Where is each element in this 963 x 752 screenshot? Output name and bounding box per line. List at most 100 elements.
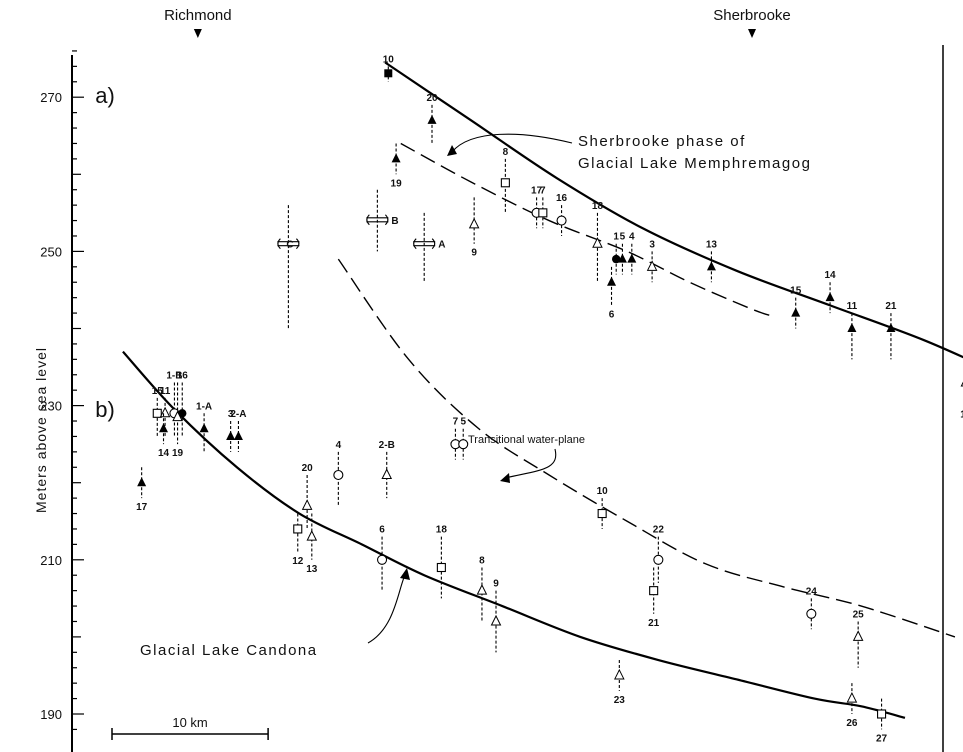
water-plane-curve: [122, 350, 906, 719]
data-point: 5: [458, 417, 469, 460]
point-label: 17: [136, 502, 148, 513]
town-label: Richmond: [164, 7, 232, 24]
point-label: 4: [629, 232, 635, 243]
dashed-water-plane-curve: [400, 142, 776, 318]
annotation-arrow: [504, 448, 557, 479]
point-label: 16: [177, 370, 189, 381]
data-point: 20: [301, 463, 313, 529]
point-label: 15: [152, 386, 164, 397]
data-point: 4: [627, 232, 637, 275]
point-label: 21: [885, 301, 897, 312]
point-label: 7: [540, 185, 546, 196]
annotation-arrow: [367, 574, 406, 644]
data-point: 15: [152, 386, 164, 437]
open-square-marker: [293, 524, 303, 534]
bracket-marker: [431, 238, 436, 250]
filled-circle-marker: [178, 409, 187, 418]
point-label: 18: [436, 525, 448, 536]
open-triangle-marker: [614, 668, 625, 680]
annotation-lake-candona: Glacial Lake Candona: [140, 642, 318, 659]
scale-bar-label: 10 km: [172, 715, 207, 730]
point-label: 17: [531, 185, 543, 196]
filled-triangle-marker: [791, 307, 801, 317]
data-point: 7: [450, 417, 461, 460]
town-marker-arrow: [193, 29, 202, 38]
point-label: 13: [706, 239, 718, 250]
point-label: 12: [292, 556, 304, 567]
data-point: 25: [852, 609, 865, 668]
data-points: 1020198BAC917716181543613151411211221511…: [136, 54, 963, 744]
open-triangle-marker: [852, 630, 864, 641]
point-label: A: [438, 240, 445, 251]
point-label: 1-A: [196, 401, 212, 412]
y-axis-title: Meters above sea level: [33, 347, 49, 513]
data-point: 16: [556, 193, 568, 236]
data-point: 6: [377, 525, 388, 591]
data-point: 4: [333, 440, 344, 506]
point-label: 26: [846, 718, 858, 729]
point-label: 3: [649, 239, 655, 250]
point-label: 16: [556, 193, 568, 204]
data-point: 3: [226, 409, 236, 452]
data-point: 17: [136, 467, 148, 513]
point-label: 11: [160, 386, 171, 397]
open-triangle-marker: [159, 406, 171, 418]
point-label: 3: [228, 409, 234, 420]
plot-frame: [71, 29, 944, 752]
data-point: 20: [426, 93, 438, 144]
data-point: 13: [306, 513, 318, 575]
data-point: 18: [592, 201, 603, 283]
bracket-marker: [413, 238, 417, 250]
data-point: 8: [476, 556, 488, 622]
data-point: 19: [172, 382, 184, 459]
dashed-water-plane-curve: [337, 258, 956, 638]
point-label: C: [286, 240, 293, 251]
data-point: 2-A: [230, 409, 247, 452]
data-point: 10: [383, 54, 395, 82]
data-point: 3: [646, 239, 658, 283]
annotation-sherbrooke-phase: Sherbrooke phase of: [578, 133, 746, 150]
open-square-marker: [877, 709, 887, 719]
data-point: 21: [885, 301, 897, 360]
bracket-marker: [384, 214, 389, 226]
point-label: 9: [493, 579, 499, 590]
data-point: 9: [468, 197, 480, 259]
filled-circle-marker: [612, 254, 621, 264]
data-point: 27: [876, 698, 888, 744]
point-label: 20: [426, 93, 438, 104]
point-label: 5: [620, 232, 626, 243]
point-label: 14: [824, 270, 836, 281]
open-circle-marker: [458, 439, 469, 450]
point-label: 25: [853, 609, 865, 620]
open-square-marker: [500, 178, 510, 188]
filled-triangle-marker: [159, 423, 169, 433]
open-circle-marker: [333, 469, 344, 481]
water-plane-curve: [384, 61, 963, 359]
point-label: 7: [453, 417, 459, 428]
point-label: 10: [383, 54, 395, 65]
point-label: 24: [806, 586, 818, 597]
open-circle-marker: [556, 215, 567, 226]
point-label: 6: [379, 525, 385, 536]
filled-triangle-marker: [847, 323, 857, 332]
panel-label-a: a): [95, 83, 115, 108]
data-point: 15: [790, 286, 802, 329]
open-triangle-marker: [301, 499, 313, 510]
bracket-marker: [366, 214, 370, 226]
filled-triangle-marker: [427, 114, 437, 124]
point-label: 11: [847, 301, 858, 312]
data-point: 6: [607, 266, 617, 320]
open-square-marker: [538, 208, 548, 218]
data-point: 19: [391, 143, 403, 189]
annotation-arrowhead: [447, 145, 457, 156]
point-label: 10: [597, 486, 609, 497]
point-label: 19: [172, 448, 184, 459]
point-label: 19: [391, 178, 403, 189]
y-tick-label: 270: [40, 90, 62, 105]
data-point: 26: [846, 683, 858, 729]
point-label: 5: [460, 417, 466, 428]
open-triangle-marker: [306, 530, 318, 541]
point-label: 13: [306, 564, 318, 575]
y-tick-label: 250: [40, 244, 62, 259]
